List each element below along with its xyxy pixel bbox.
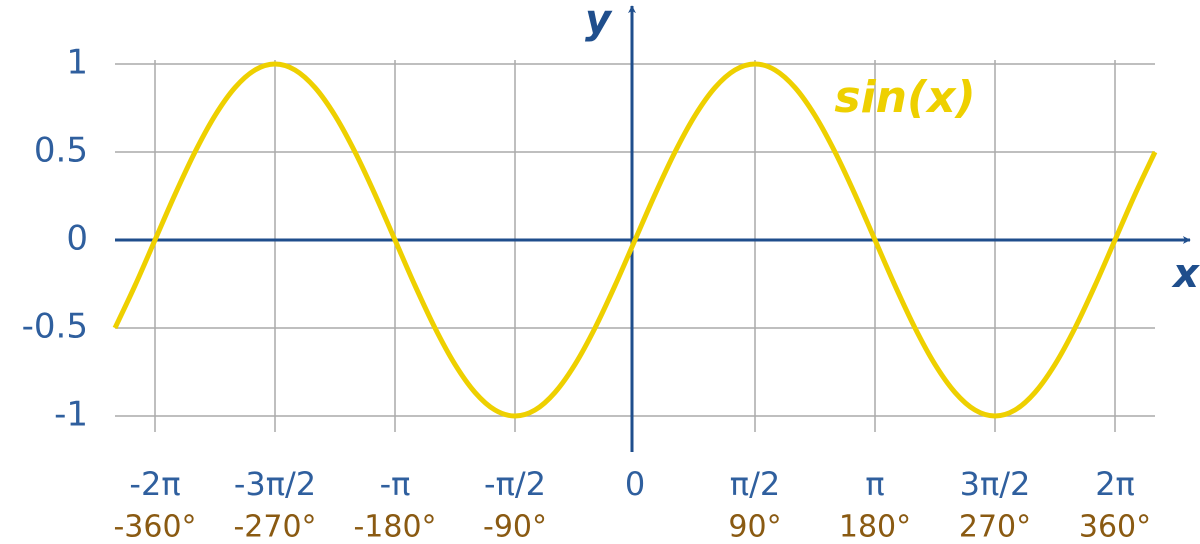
- y-tick-label: 1: [66, 43, 88, 83]
- x-tick-degree-label: -180°: [353, 510, 436, 544]
- x-tick-degree-label: 270°: [959, 510, 1031, 544]
- x-tick-degree-label: -90°: [483, 510, 547, 544]
- x-tick-degree-label: -360°: [113, 510, 196, 544]
- x-tick-label: 3π/2: [960, 465, 1031, 503]
- x-tick-label: π: [865, 465, 884, 503]
- x-tick-label: 0: [625, 465, 645, 503]
- x-tick-label: -3π/2: [234, 465, 316, 503]
- line: [112, 61, 1158, 419]
- legend-label: sin(x): [834, 72, 975, 123]
- x-tick-label: -π: [380, 465, 411, 503]
- plot: [112, 61, 1158, 419]
- x-tick-degree-label: 90°: [728, 510, 781, 544]
- x-tick-label: π/2: [730, 465, 780, 503]
- x-tick-degree-label: 180°: [839, 510, 911, 544]
- x-tick-degree-label: -270°: [233, 510, 316, 544]
- x-tick-label: -π/2: [484, 465, 546, 503]
- x-axis-label: x: [1171, 251, 1200, 297]
- y-tick-label: -0.5: [22, 307, 88, 347]
- x-tick-label: 2π: [1095, 465, 1135, 503]
- y-tick-label: -1: [54, 395, 88, 435]
- x-tick-label: -2π: [129, 465, 180, 503]
- y-tick-label: 0.5: [34, 131, 88, 171]
- y-tick-label: 0: [66, 219, 88, 259]
- axes: [115, 5, 1191, 452]
- x-tick-degree-label: 360°: [1079, 510, 1151, 544]
- y-axis-label: y: [585, 0, 613, 43]
